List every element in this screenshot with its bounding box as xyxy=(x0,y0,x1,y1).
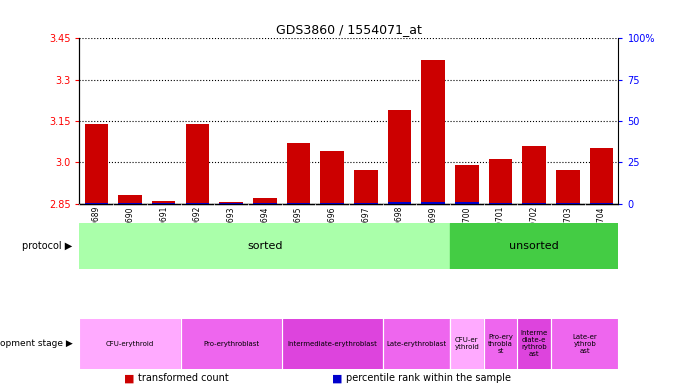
Bar xyxy=(522,146,546,204)
Text: GSM559689: GSM559689 xyxy=(92,206,101,252)
Text: GSM559702: GSM559702 xyxy=(530,206,539,252)
Text: GSM559691: GSM559691 xyxy=(159,206,168,252)
Text: GSM559698: GSM559698 xyxy=(395,206,404,252)
Bar xyxy=(287,203,310,204)
Bar xyxy=(518,319,551,369)
Bar xyxy=(489,159,512,204)
Bar xyxy=(455,165,479,204)
Text: GSM559694: GSM559694 xyxy=(261,206,269,253)
Text: GSM559695: GSM559695 xyxy=(294,206,303,253)
Text: Late-erythroblast: Late-erythroblast xyxy=(386,341,446,347)
Text: protocol ▶: protocol ▶ xyxy=(22,241,73,251)
Text: CFU-er
ythroid: CFU-er ythroid xyxy=(455,337,480,350)
Bar xyxy=(551,319,618,369)
Bar xyxy=(590,149,614,204)
Bar xyxy=(321,151,344,204)
Text: Interme
diate-e
rythrob
ast: Interme diate-e rythrob ast xyxy=(520,330,548,357)
Bar xyxy=(388,110,411,204)
Text: sorted: sorted xyxy=(247,241,283,251)
Bar xyxy=(422,202,445,204)
Bar xyxy=(152,203,176,204)
Bar xyxy=(484,319,518,369)
Bar xyxy=(590,203,614,204)
Bar xyxy=(354,203,377,204)
Bar xyxy=(180,319,281,369)
Text: GSM559690: GSM559690 xyxy=(126,206,135,253)
Bar xyxy=(219,203,243,204)
Text: Late-er
ythrob
ast: Late-er ythrob ast xyxy=(572,334,597,354)
Text: ■: ■ xyxy=(124,373,135,383)
Bar xyxy=(450,223,618,269)
Text: GSM559696: GSM559696 xyxy=(328,206,337,253)
Bar xyxy=(118,195,142,204)
Bar xyxy=(84,203,108,204)
Bar xyxy=(287,143,310,204)
Bar xyxy=(522,203,546,204)
Bar xyxy=(556,203,580,204)
Bar xyxy=(450,319,484,369)
Bar xyxy=(152,201,176,204)
Text: GSM559700: GSM559700 xyxy=(462,206,471,253)
Title: GDS3860 / 1554071_at: GDS3860 / 1554071_at xyxy=(276,23,422,36)
Bar xyxy=(79,319,180,369)
Bar xyxy=(422,60,445,204)
Text: GSM559693: GSM559693 xyxy=(227,206,236,253)
Bar xyxy=(281,319,383,369)
Text: GSM559704: GSM559704 xyxy=(597,206,606,253)
Text: GSM559697: GSM559697 xyxy=(361,206,370,253)
Text: GSM559701: GSM559701 xyxy=(496,206,505,252)
Bar xyxy=(388,202,411,204)
Bar xyxy=(253,198,276,204)
Bar xyxy=(383,319,450,369)
Text: unsorted: unsorted xyxy=(509,241,559,251)
Text: Intermediate-erythroblast: Intermediate-erythroblast xyxy=(287,341,377,347)
Bar xyxy=(253,203,276,204)
Bar xyxy=(219,202,243,204)
Bar xyxy=(556,170,580,204)
Text: Pro-ery
throbla
st: Pro-ery throbla st xyxy=(488,334,513,354)
Bar xyxy=(84,124,108,204)
Text: GSM559692: GSM559692 xyxy=(193,206,202,252)
Bar xyxy=(455,202,479,204)
Text: transformed count: transformed count xyxy=(138,373,229,383)
Text: CFU-erythroid: CFU-erythroid xyxy=(106,341,154,347)
Text: GSM559703: GSM559703 xyxy=(563,206,572,253)
Text: development stage ▶: development stage ▶ xyxy=(0,339,73,348)
Bar xyxy=(79,223,450,269)
Text: Pro-erythroblast: Pro-erythroblast xyxy=(203,341,259,347)
Text: GSM559699: GSM559699 xyxy=(428,206,437,253)
Bar xyxy=(186,124,209,204)
Bar xyxy=(321,203,344,204)
Bar xyxy=(118,203,142,204)
Bar xyxy=(489,203,512,204)
Text: percentile rank within the sample: percentile rank within the sample xyxy=(346,373,511,383)
Bar xyxy=(186,203,209,204)
Text: ■: ■ xyxy=(332,373,342,383)
Bar xyxy=(354,170,377,204)
